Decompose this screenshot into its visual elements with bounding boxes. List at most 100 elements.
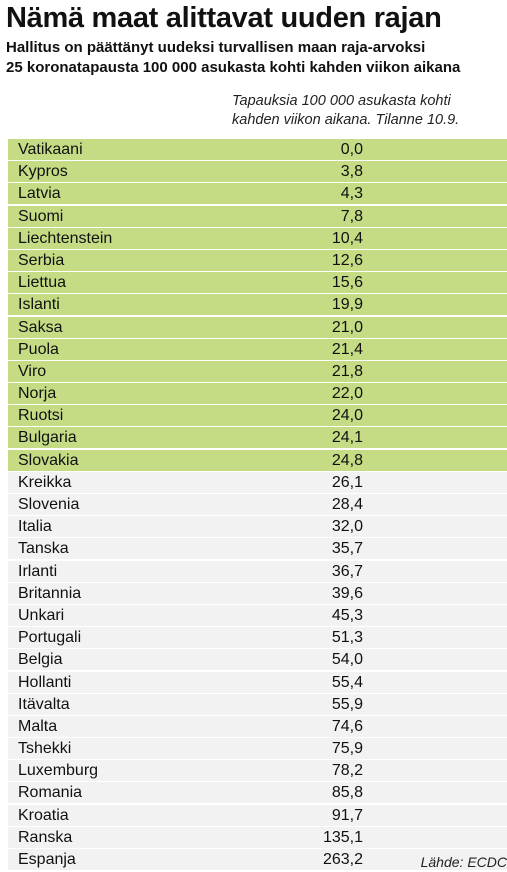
country-name: Islanti [18, 296, 60, 314]
country-name: Serbia [18, 251, 65, 269]
country-name: Norja [18, 385, 57, 403]
table-row: Ranska 135,1 [8, 826, 507, 848]
country-name: Vatikaani [18, 141, 83, 158]
country-name: Portugali [18, 629, 82, 647]
country-name: Liettua [18, 274, 67, 292]
country-name: Hollanti [18, 673, 72, 691]
country-name: Ranska [18, 828, 73, 846]
table-row: Belgia 54,0 [8, 649, 507, 671]
subtitle-line-1: Hallitus on päättänyt uudeksi turvallise… [6, 39, 426, 56]
table-row: Slovakia 24,8 [8, 449, 507, 471]
country-name: Kroatia [18, 806, 69, 824]
table-row: Tshekki 75,9 [8, 738, 507, 760]
country-name: Malta [18, 717, 58, 735]
case-rate-value: 55,4 [331, 673, 363, 691]
country-name: Suomi [18, 207, 64, 225]
table-row: Viro 21,8 [8, 360, 507, 382]
table-row: Saksa 21,0 [8, 316, 507, 338]
table-row: Malta 74,6 [8, 715, 507, 737]
case-rate-value: 32,0 [331, 518, 363, 536]
column-header-note: Tapauksia 100 000 asukasta kohti kahden … [232, 92, 459, 130]
country-name: Latvia [18, 185, 61, 203]
table-row: Italia 32,0 [8, 516, 507, 538]
country-name: Belgia [18, 651, 63, 669]
case-rate-value: 36,7 [331, 562, 363, 580]
table-row: Latvia 4,3 [8, 183, 507, 205]
case-rate-value: 85,8 [331, 784, 363, 802]
case-rate-value: 7,8 [340, 207, 363, 225]
case-rate-value: 26,1 [331, 473, 363, 491]
table-row: Luxemburg 78,2 [8, 760, 507, 782]
country-name: Slovenia [18, 496, 80, 513]
case-rate-value: 54,0 [331, 651, 363, 669]
table-row: Vatikaani 0,0 [8, 139, 507, 160]
note-line-2: kahden viikon aikana. Tilanne 10.9. [232, 112, 460, 128]
table-row: Hollanti 55,4 [8, 671, 507, 693]
case-rate-value: 15,6 [331, 274, 363, 292]
table-row: Tanska 35,7 [8, 538, 507, 560]
chart-title: Nämä maat alittavat uuden rajan [6, 2, 442, 34]
table-row: Kypros 3,8 [8, 161, 507, 183]
country-name: Britannia [18, 584, 82, 602]
country-name: Italia [18, 518, 52, 536]
data-table: Vatikaani 0,0 Kypros 3,8 Latvia 4,3 Suomi 7,8 Li… [8, 139, 507, 871]
case-rate-value: 12,6 [331, 251, 363, 269]
case-rate-value: 24,0 [331, 407, 363, 425]
table-row: Romania 85,8 [8, 782, 507, 804]
chart-subtitle: Hallitus on päättänyt uudeksi turvallise… [6, 38, 507, 78]
table-row: Unkari 45,3 [8, 604, 507, 626]
table-row: Islanti 19,9 [8, 294, 507, 316]
subtitle-line-2: 25 koronatapausta 100 000 asukasta kohti… [6, 59, 461, 76]
case-rate-value: 78,2 [331, 762, 363, 780]
country-name: Kreikka [18, 473, 72, 491]
table-row: Britannia 39,6 [8, 582, 507, 604]
table-row: Serbia 12,6 [8, 249, 507, 271]
case-rate-value: 45,3 [331, 606, 363, 624]
case-rate-value: 39,6 [331, 584, 363, 602]
case-rate-value: 51,3 [331, 629, 363, 647]
case-rate-value: 22,0 [331, 385, 363, 403]
table-row: Irlanti 36,7 [8, 560, 507, 582]
case-rate-value: 28,4 [331, 496, 363, 513]
country-name: Liechtenstein [18, 229, 113, 247]
case-rate-value: 263,2 [322, 851, 363, 868]
case-rate-value: 35,7 [331, 540, 363, 558]
case-rate-value: 10,4 [331, 229, 363, 247]
case-rate-value: 21,0 [331, 318, 363, 336]
country-name: Slovakia [18, 451, 79, 469]
table-row: Kroatia 91,7 [8, 804, 507, 826]
table-row: Portugali 51,3 [8, 627, 507, 649]
table-row: Norja 22,0 [8, 383, 507, 405]
case-rate-value: 4,3 [340, 185, 363, 203]
case-rate-value: 74,6 [331, 717, 363, 735]
case-rate-value: 91,7 [331, 806, 363, 824]
note-line-1: Tapauksia 100 000 asukasta kohti [232, 93, 451, 109]
country-name: Viro [18, 362, 47, 380]
country-name: Kypros [18, 163, 68, 181]
country-name: Irlanti [18, 562, 58, 580]
country-name: Luxemburg [18, 762, 99, 780]
case-rate-value: 21,4 [331, 340, 363, 358]
case-rate-value: 135,1 [322, 828, 363, 846]
table-row: Suomi 7,8 [8, 205, 507, 227]
country-name: Espanja [18, 851, 76, 868]
country-name: Itävalta [18, 695, 70, 713]
table-row: Liettua 15,6 [8, 272, 507, 294]
table-row: Ruotsi 24,0 [8, 405, 507, 427]
case-rate-value: 3,8 [340, 163, 363, 181]
table-row: Bulgaria 24,1 [8, 427, 507, 449]
country-name: Tanska [18, 540, 69, 558]
case-rate-value: 21,8 [331, 362, 363, 380]
case-rate-value: 55,9 [331, 695, 363, 713]
case-rate-value: 0,0 [340, 141, 363, 158]
country-name: Bulgaria [18, 429, 77, 447]
country-name: Romania [18, 784, 83, 802]
case-rate-value: 24,1 [331, 429, 363, 447]
country-name: Puola [18, 340, 59, 358]
case-rate-value: 24,8 [331, 451, 363, 469]
table-row: Slovenia 28,4 [8, 494, 507, 515]
country-name: Ruotsi [18, 407, 64, 425]
table-row: Liechtenstein 10,4 [8, 227, 507, 249]
country-name: Tshekki [18, 740, 72, 758]
country-name: Saksa [18, 318, 63, 336]
